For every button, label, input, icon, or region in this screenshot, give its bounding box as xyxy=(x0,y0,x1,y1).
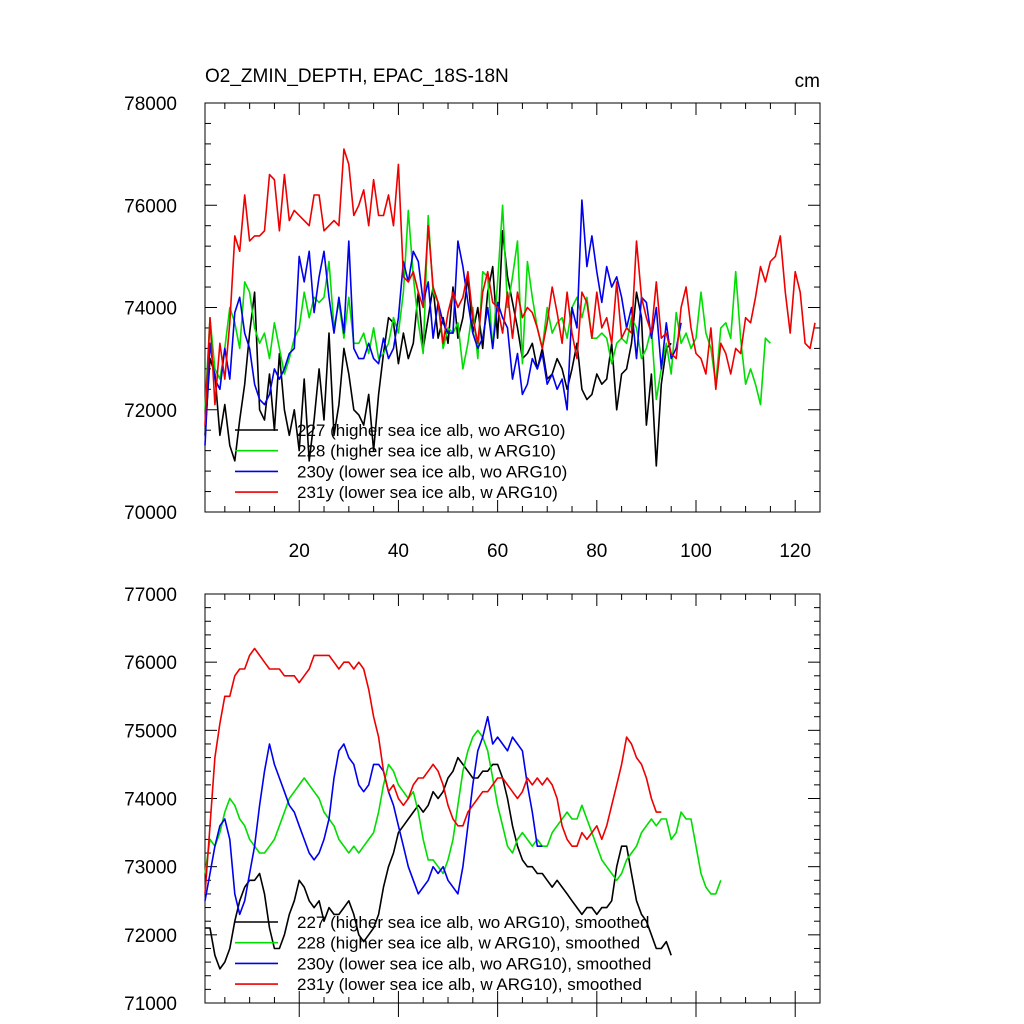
legend-label-3: 230y (lower sea ice alb, wo ARG10) xyxy=(297,462,567,481)
x-tick-label: 100 xyxy=(680,541,712,562)
series-line-4 xyxy=(204,148,816,426)
legend-label-4: 231y (lower sea ice alb, w ARG10), smoot… xyxy=(297,975,642,994)
series-line-1 xyxy=(205,756,672,970)
legend-label-2: 228 (higher sea ice alb, w ARG10), smoot… xyxy=(297,934,640,953)
x-tick-label: 40 xyxy=(388,541,409,562)
y-tick-label: 76000 xyxy=(124,196,177,217)
chart-units: cm xyxy=(795,71,820,92)
series-line-3 xyxy=(204,199,682,446)
chart-title: O2_ZMIN_DEPTH, EPAC_18S-18N xyxy=(205,66,509,87)
y-tick-label: 72000 xyxy=(124,926,177,947)
legend-label-3: 230y (lower sea ice alb, wo ARG10), smoo… xyxy=(297,954,651,973)
y-tick-label: 74000 xyxy=(124,790,177,811)
y-tick-label: 72000 xyxy=(124,401,177,422)
y-tick-label: 74000 xyxy=(124,299,177,320)
series-line-1 xyxy=(204,230,672,467)
y-tick-label: 78000 xyxy=(124,94,177,115)
legend-label-4: 231y (lower sea ice alb, w ARG10) xyxy=(297,483,558,502)
y-tick-label: 73000 xyxy=(124,858,177,879)
legend-label-2: 228 (higher sea ice alb, w ARG10) xyxy=(297,442,556,461)
legend-label-1: 227 (higher sea ice alb, wo ARG10) xyxy=(297,421,565,440)
y-tick-label: 70000 xyxy=(124,503,177,524)
x-tick-label: 80 xyxy=(586,541,607,562)
y-tick-label: 76000 xyxy=(124,653,177,674)
x-tick-label: 20 xyxy=(289,541,310,562)
y-tick-label: 75000 xyxy=(124,721,177,742)
series-line-3 xyxy=(204,715,543,916)
series-line-4 xyxy=(204,647,662,894)
x-tick-label: 120 xyxy=(779,541,811,562)
chart-panel-2: 71000 72000 73000 74000 75000 76000 77000 227 (… xyxy=(124,585,821,1017)
series-line-2 xyxy=(204,729,722,895)
y-tick-label: 71000 xyxy=(124,994,177,1015)
series-line-2 xyxy=(204,204,771,410)
chart-panel-1: 70000 72000 74000 76000 78000 20 40 60 80 100 120 O… xyxy=(124,66,821,562)
x-tick-label: 60 xyxy=(487,541,508,562)
legend-label-1: 227 (higher sea ice alb, wo ARG10), smoo… xyxy=(297,913,649,932)
y-tick-label: 77000 xyxy=(124,585,177,606)
